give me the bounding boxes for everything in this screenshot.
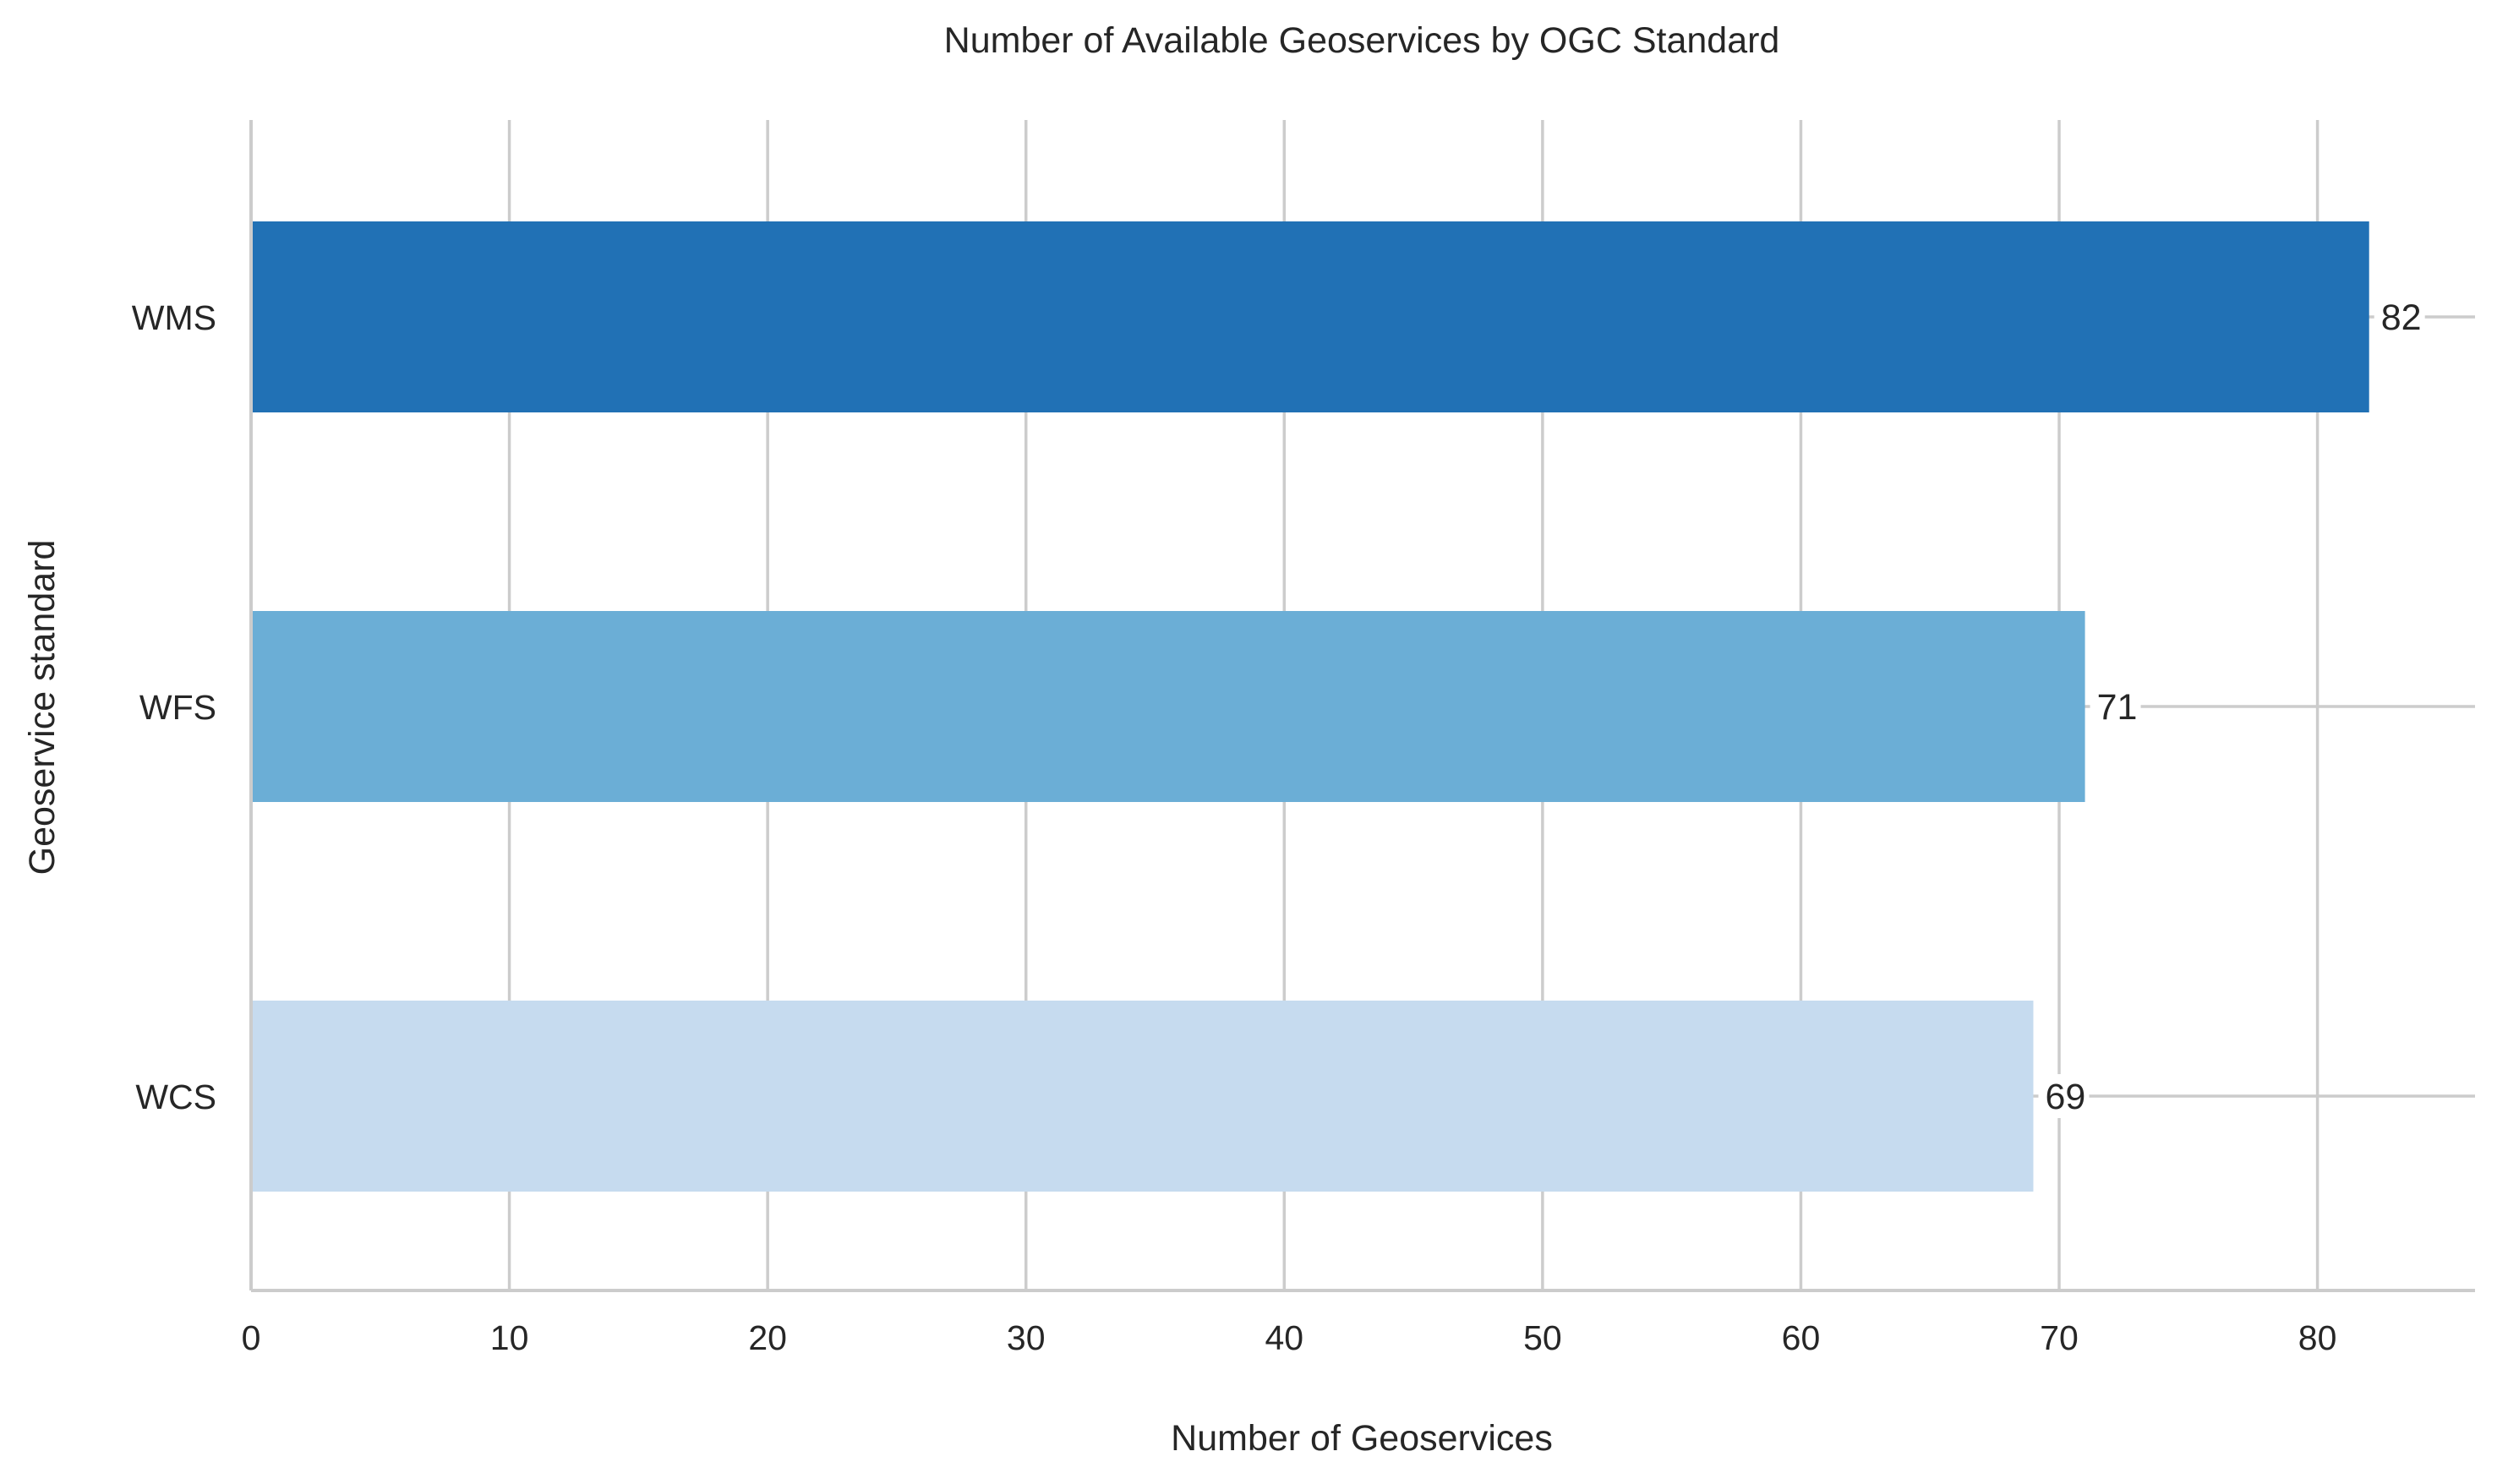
data-label: 69: [2045, 1077, 2085, 1117]
data-label-background: [2090, 685, 2141, 728]
bar-wfs: [251, 611, 2085, 802]
data-label-background: [2374, 295, 2425, 339]
x-tick-label: 50: [1523, 1318, 1562, 1357]
bar-wcs: [251, 1001, 2034, 1192]
x-tick-label: 10: [490, 1318, 529, 1357]
x-tick-label: 0: [242, 1318, 261, 1357]
bars: [251, 221, 2369, 1192]
data-label: 82: [2381, 297, 2422, 338]
tick-labels: 0 10 20 30 40 50 60 70 80 WMS WFS WCS: [132, 298, 2337, 1357]
y-tick-label: WCS: [135, 1078, 216, 1116]
y-axis-title: Geoservice standard: [22, 540, 63, 876]
bar-wms: [251, 221, 2369, 412]
x-tick-label: 30: [1007, 1318, 1046, 1357]
data-label: 71: [2097, 687, 2138, 728]
chart-title: Number of Available Geoservices by OGC S…: [944, 20, 1780, 61]
x-tick-label: 70: [2040, 1318, 2079, 1357]
x-tick-label: 40: [1265, 1318, 1303, 1357]
y-tick-label: WMS: [132, 298, 216, 337]
y-tick-label: WFS: [139, 688, 216, 727]
x-tick-label: 80: [2298, 1318, 2337, 1357]
x-tick-label: 60: [1782, 1318, 1821, 1357]
data-label-background: [2038, 1074, 2090, 1118]
data-labels: 82 71 69: [2038, 295, 2425, 1118]
x-tick-label: 20: [748, 1318, 787, 1357]
axes: [249, 120, 2475, 1292]
x-axis-title: Number of Geoservices: [1171, 1418, 1553, 1459]
